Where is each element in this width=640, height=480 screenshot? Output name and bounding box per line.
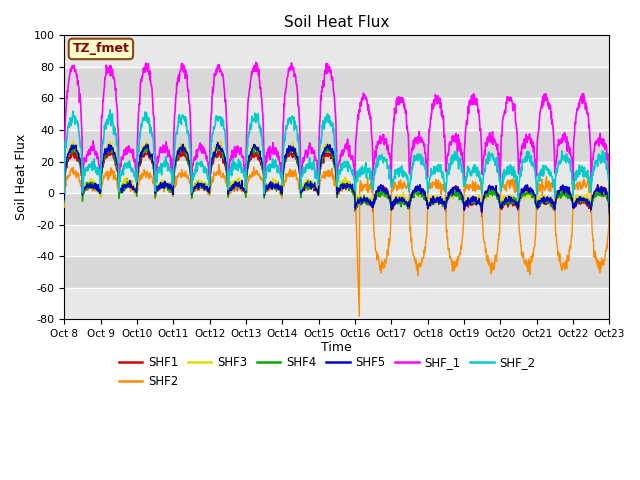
- SHF2: [60, 204, 68, 210]
- SHF4: [60, 200, 68, 205]
- SHF2: [493, 249, 501, 255]
- SHF3: [217, 137, 225, 143]
- SHF_2: [243, 149, 251, 155]
- SHF1: [541, 202, 549, 207]
- SHF_1: [252, 60, 260, 65]
- SHF3: [541, 196, 549, 202]
- SHF4: [243, 171, 251, 177]
- SHF_1: [493, 146, 500, 152]
- Line: SHF_2: SHF_2: [64, 110, 609, 203]
- SHF_1: [168, 168, 176, 174]
- Line: SHF4: SHF4: [64, 144, 609, 211]
- SHF1: [182, 153, 189, 159]
- Line: SHF2: SHF2: [64, 164, 609, 316]
- SHF_2: [493, 155, 500, 160]
- SHF4: [493, 194, 500, 200]
- SHF_1: [422, 152, 429, 157]
- SHF_2: [541, 163, 548, 169]
- SHF1: [422, 194, 429, 200]
- SHF4: [182, 153, 189, 158]
- SHF3: [493, 195, 501, 201]
- Bar: [64, 162, 609, 193]
- Line: SHF5: SHF5: [64, 143, 609, 213]
- SHF5: [422, 197, 429, 203]
- SHF4: [169, 192, 177, 197]
- SHF1: [168, 188, 176, 194]
- SHF4: [422, 197, 429, 203]
- SHF1: [60, 192, 68, 198]
- SHF_1: [541, 94, 548, 100]
- SHF5: [493, 191, 500, 197]
- Bar: [64, 193, 609, 225]
- SHF1: [180, 146, 188, 152]
- SHF1: [605, 212, 613, 218]
- SHF3: [60, 198, 68, 204]
- Line: SHF3: SHF3: [64, 140, 609, 206]
- Title: Soil Heat Flux: Soil Heat Flux: [284, 15, 390, 30]
- Bar: [64, 36, 609, 67]
- Bar: [64, 288, 609, 319]
- SHF3: [605, 201, 613, 207]
- SHF2: [168, 189, 176, 194]
- SHF_1: [243, 136, 250, 142]
- SHF2: [541, 185, 549, 191]
- SHF3: [168, 186, 176, 192]
- SHF3: [388, 204, 396, 209]
- SHF_2: [60, 190, 68, 195]
- SHF5: [214, 140, 221, 145]
- Line: SHF_1: SHF_1: [64, 62, 609, 193]
- SHF1: [243, 172, 251, 178]
- SHF2: [243, 190, 251, 196]
- SHF2: [422, 236, 430, 241]
- SHF3: [422, 193, 430, 199]
- Bar: [64, 225, 609, 256]
- SHF_2: [106, 107, 114, 113]
- SHF3: [182, 145, 189, 151]
- SHF5: [182, 146, 189, 152]
- SHF5: [605, 210, 613, 216]
- Bar: [64, 67, 609, 98]
- SHF3: [243, 169, 251, 175]
- Text: TZ_fmet: TZ_fmet: [72, 42, 129, 55]
- SHF_2: [169, 179, 177, 184]
- SHF_1: [60, 187, 68, 192]
- SHF1: [478, 214, 486, 219]
- Bar: [64, 98, 609, 130]
- SHF5: [541, 198, 548, 204]
- Bar: [64, 130, 609, 162]
- Y-axis label: Soil Heat Flux: Soil Heat Flux: [15, 134, 28, 220]
- SHF4: [550, 208, 558, 214]
- SHF4: [605, 203, 613, 209]
- SHF_1: [605, 190, 613, 196]
- Legend: SHF1, SHF2, SHF3, SHF4, SHF5, SHF_1, SHF_2: SHF1, SHF2, SHF3, SHF4, SHF5, SHF_1, SHF…: [114, 352, 541, 393]
- SHF5: [60, 196, 68, 202]
- X-axis label: Time: Time: [321, 340, 352, 354]
- SHF4: [541, 198, 548, 204]
- SHF5: [243, 170, 251, 176]
- SHF4: [143, 141, 150, 147]
- Bar: [64, 256, 609, 288]
- SHF_2: [422, 165, 429, 171]
- SHF_2: [182, 123, 189, 129]
- SHF2: [215, 161, 223, 167]
- SHF_2: [605, 200, 613, 205]
- SHF1: [493, 194, 501, 200]
- SHF2: [182, 168, 189, 174]
- Line: SHF1: SHF1: [64, 149, 609, 216]
- SHF2: [355, 313, 363, 319]
- SHF5: [168, 187, 176, 193]
- SHF2: [605, 189, 613, 194]
- SHF_1: [182, 67, 189, 73]
